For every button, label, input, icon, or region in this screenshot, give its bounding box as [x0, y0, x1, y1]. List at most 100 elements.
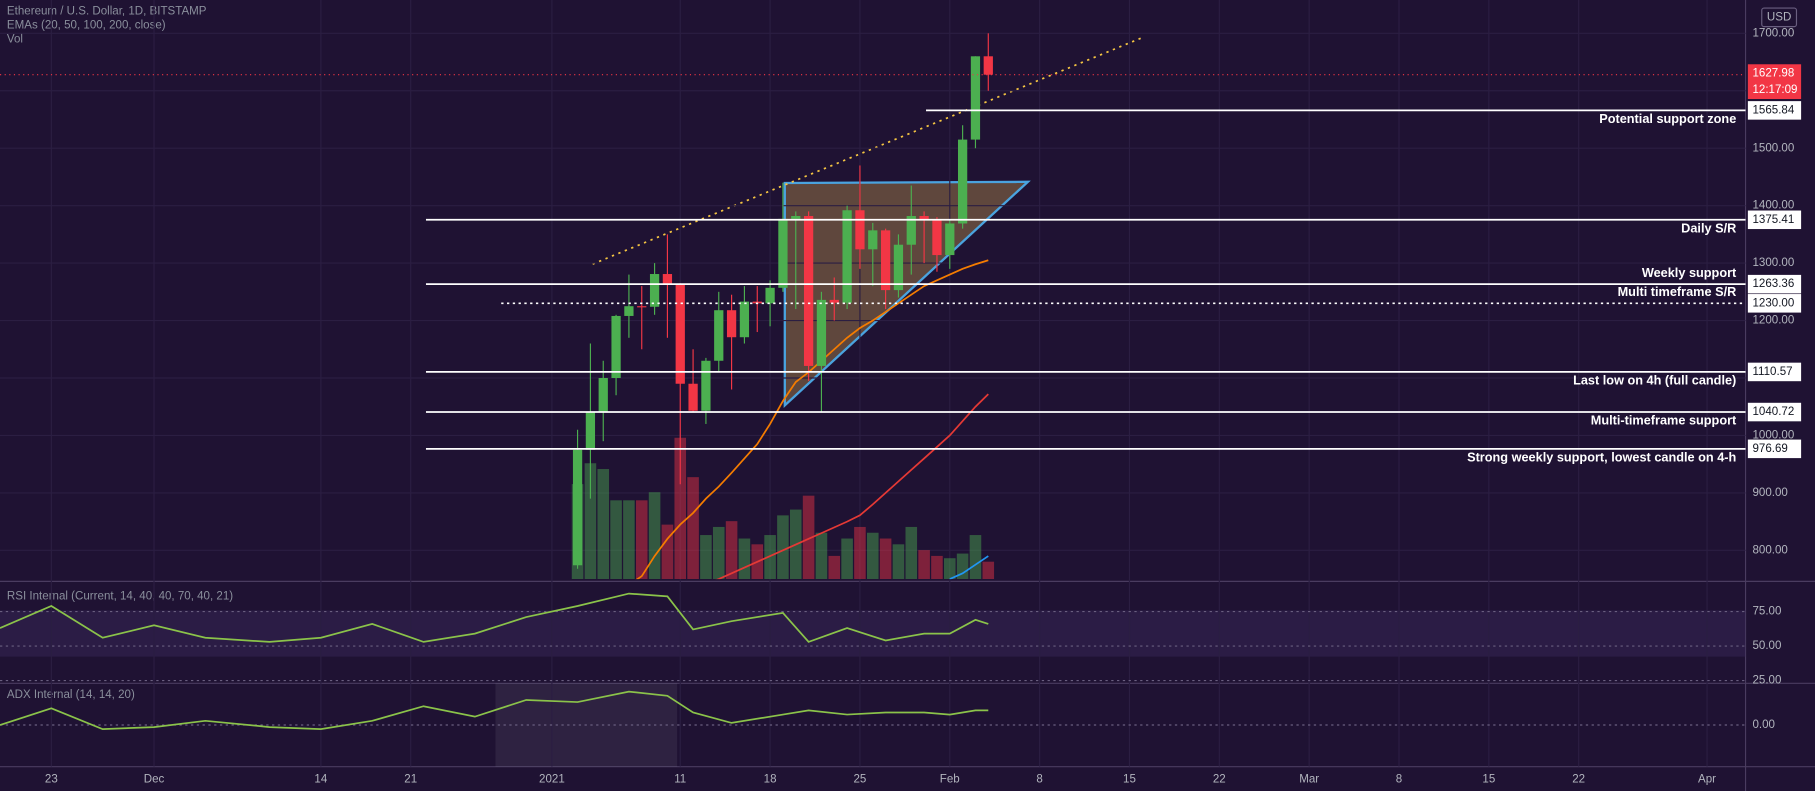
rsi-title: RSI Internal (Current, 14, 40, 40, 70, 4… — [7, 590, 233, 602]
x-tick-label: 8 — [1396, 773, 1402, 785]
level-name: Last low on 4h (full candle) — [1573, 373, 1736, 388]
y-tick-label: 1700.00 — [1752, 27, 1794, 39]
ema-line — [716, 393, 989, 580]
ema-line — [635, 259, 989, 580]
level-value: 1110.57 — [1752, 366, 1792, 378]
volume-bar — [674, 437, 687, 580]
candle-body — [791, 215, 801, 219]
level-value: 1040.72 — [1752, 406, 1794, 418]
volume-bar — [584, 463, 597, 580]
level-value: 1263.36 — [1752, 278, 1794, 290]
level-tag — [1747, 294, 1802, 313]
volume-bar — [687, 477, 699, 580]
indicator-tick-label: 0.00 — [1752, 719, 1775, 731]
x-tick-label: 15 — [1482, 773, 1495, 785]
x-tick-label: Dec — [144, 773, 165, 785]
candle-body — [803, 215, 814, 366]
x-tick-label: 15 — [1123, 773, 1136, 785]
candle-body — [906, 215, 916, 245]
candle-body — [688, 383, 698, 411]
x-tick-label: 14 — [314, 773, 327, 785]
level-name: Strong weekly support, lowest candle on … — [1467, 449, 1736, 464]
indicator-tick-label: 75.00 — [1752, 606, 1781, 618]
volume-bar — [597, 469, 610, 580]
candle-body — [970, 56, 981, 140]
candle-body — [855, 210, 865, 250]
level-value: 1230.00 — [1752, 297, 1794, 309]
candle-body — [816, 299, 827, 366]
indicator-tick-label: 25.00 — [1752, 675, 1781, 687]
volume-bar — [764, 535, 776, 580]
candle-body — [726, 310, 737, 338]
level-tag — [1747, 362, 1802, 382]
x-tick-label: 18 — [764, 773, 777, 785]
candle-body — [739, 301, 750, 338]
volume-bar — [623, 500, 635, 580]
x-tick-label: 22 — [1572, 773, 1585, 785]
volume-bar — [943, 558, 956, 580]
x-tick-label: 22 — [1213, 773, 1226, 785]
candle-body — [598, 377, 608, 413]
candle-body — [778, 218, 788, 288]
candle-body — [637, 306, 647, 308]
candle-body — [983, 56, 993, 75]
candle-body — [624, 306, 634, 316]
volume-bar — [918, 550, 930, 580]
volume-bar — [931, 555, 943, 580]
volume-bar — [982, 561, 995, 580]
volume-bar — [969, 535, 982, 580]
x-tick-label: Apr — [1698, 773, 1716, 785]
candle-body — [932, 219, 942, 256]
trend-line — [592, 36, 1144, 265]
x-tick-label: 23 — [45, 773, 58, 785]
countdown: 12:17:09 — [1752, 84, 1797, 96]
rsi-band — [0, 610, 1746, 657]
y-tick-label: 1500.00 — [1752, 142, 1794, 154]
level-name: Multi-timeframe support — [1591, 413, 1737, 428]
level-name: Potential support zone — [1599, 111, 1736, 126]
level-tag — [1747, 439, 1802, 459]
volume-bar — [661, 524, 674, 580]
last-price-tag — [1747, 64, 1802, 100]
currency-box[interactable] — [1761, 7, 1798, 28]
candle-body — [842, 210, 852, 303]
y-tick-label: 1000.00 — [1752, 430, 1794, 442]
level-tag — [1747, 402, 1802, 422]
level-value: 1565.84 — [1752, 104, 1794, 116]
level-value: 976.69 — [1752, 443, 1787, 455]
level-value: 1375.41 — [1752, 214, 1794, 226]
level-tag — [1747, 101, 1802, 120]
candle-body — [585, 412, 596, 450]
volume-bar — [879, 538, 892, 580]
volume-bar — [648, 492, 661, 580]
level-name: Multi timeframe S/R — [1618, 284, 1737, 299]
currency[interactable]: USD — [1767, 11, 1791, 23]
volume-title: Vol — [7, 33, 23, 45]
level-name: Daily S/R — [1681, 220, 1736, 235]
volume-bar — [866, 532, 879, 580]
candle-body — [649, 274, 660, 307]
x-tick-label: 25 — [854, 773, 867, 785]
osc-title: ADX Internal (14, 14, 20) — [7, 689, 135, 701]
candle-body — [675, 284, 685, 384]
candle-body — [945, 223, 955, 256]
x-tick-label: 8 — [1036, 773, 1042, 785]
indicator-line — [0, 690, 989, 731]
candle-body — [701, 360, 711, 411]
level-tag — [1747, 274, 1802, 294]
candle-body — [714, 310, 724, 361]
ema-title: EMAs (20, 50, 100, 200, close) — [7, 20, 166, 32]
indicator-tick-label: 50.00 — [1752, 640, 1781, 652]
y-tick-label: 900.00 — [1752, 487, 1787, 499]
volume-bar — [712, 526, 725, 580]
volume-bar — [815, 532, 828, 580]
candle-body — [957, 139, 968, 224]
volume-bar — [841, 538, 853, 580]
candle-body — [572, 449, 583, 566]
level-tag — [1747, 210, 1802, 230]
x-tick-label: 11 — [674, 773, 686, 785]
volume-bar — [905, 526, 918, 580]
